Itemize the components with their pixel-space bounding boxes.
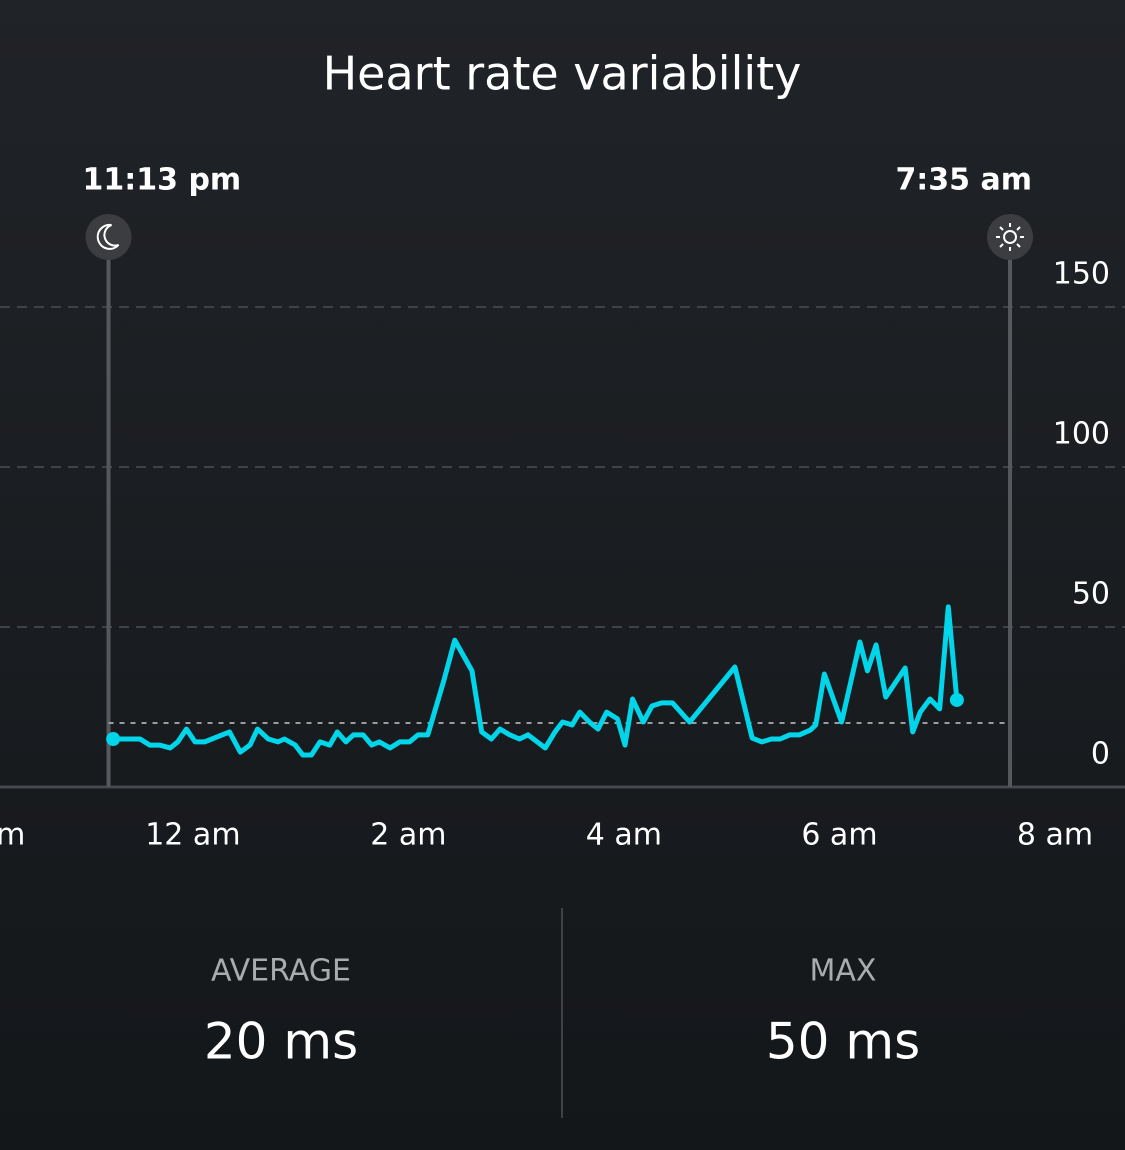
y-tick-label: 150 — [1053, 257, 1110, 292]
moon-icon — [85, 214, 132, 260]
y-tick-label: 0 — [1091, 737, 1110, 772]
sleep-marker-label: 7:35 am — [895, 163, 1032, 198]
sun-icon — [987, 214, 1034, 260]
end-dot — [106, 732, 121, 746]
sleep-marker-label: 11:13 pm — [83, 163, 242, 198]
x-tick-label: 8 am — [1017, 818, 1093, 853]
x-tick-label: 12 am — [145, 818, 240, 853]
x-tick-label: 6 am — [801, 818, 877, 853]
y-tick-label: 100 — [1053, 417, 1110, 452]
stat-label: AVERAGE — [211, 954, 351, 989]
stat-label: MAX — [810, 954, 877, 989]
y-tick-label: 50 — [1072, 577, 1110, 612]
stat-value: 20 ms — [204, 1013, 358, 1071]
x-tick-label: 10 pm — [0, 818, 25, 853]
x-tick-label: 2 am — [370, 818, 446, 853]
hrv-line — [113, 604, 960, 758]
grid — [0, 237, 1125, 789]
chart-title: Heart rate variability — [323, 47, 802, 101]
end-dot — [949, 692, 964, 707]
x-tick-label: 4 am — [586, 818, 662, 853]
stat-value: 50 ms — [766, 1013, 920, 1071]
